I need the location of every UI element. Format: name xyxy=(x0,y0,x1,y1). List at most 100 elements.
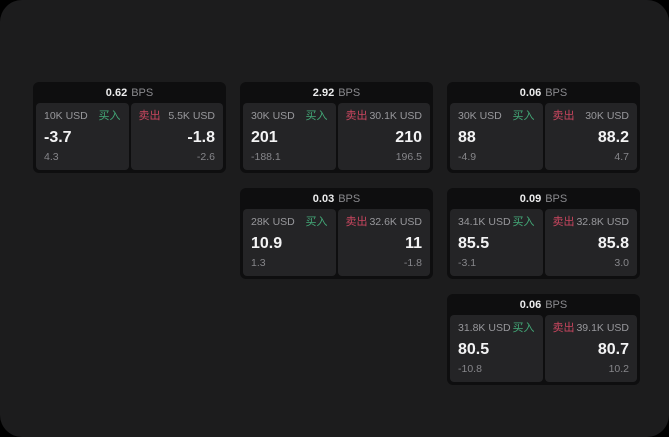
buy-side-tag: 买入 xyxy=(512,216,535,228)
buy-side-tag: 买入 xyxy=(305,110,328,122)
quote-panels: 10K USD 买入 -3.7 4.3 卖出 5.5K USD -1.8 -2.… xyxy=(36,103,223,170)
sell-panel-top: 卖出 30.1K USD xyxy=(346,110,423,123)
buy-side-tag: 买入 xyxy=(512,322,535,334)
buy-notional-label: 28K USD xyxy=(251,216,295,228)
sell-panel-top: 卖出 39.1K USD xyxy=(553,322,630,335)
bps-unit-label: BPS xyxy=(338,192,361,205)
buy-panel-top: 30K USD 买入 xyxy=(251,110,328,123)
buy-quote-panel[interactable]: 10K USD 买入 -3.7 4.3 xyxy=(36,103,129,170)
bps-header: 0.03 BPS xyxy=(240,188,433,209)
sell-quote-panel[interactable]: 卖出 39.1K USD 80.7 10.2 xyxy=(544,315,637,382)
quote-card: 0.06 BPS 31.8K USD 买入 80.5 -10.8 卖出 39.1… xyxy=(447,294,640,385)
bps-unit-label: BPS xyxy=(545,86,568,99)
bps-value: 0.09 xyxy=(519,192,542,205)
sell-delta-value: 4.7 xyxy=(614,151,629,163)
sell-panel-top: 卖出 32.8K USD xyxy=(553,216,630,229)
sell-price-value: 80.7 xyxy=(597,341,629,358)
sell-side-tag: 卖出 xyxy=(345,110,368,122)
bps-value: 0.06 xyxy=(519,86,542,99)
buy-notional-label: 30K USD xyxy=(251,110,295,122)
sell-price-value: 11 xyxy=(405,235,422,252)
quote-card: 0.03 BPS 28K USD 买入 10.9 1.3 卖出 32.6K US… xyxy=(240,188,433,279)
sell-delta-value: -1.8 xyxy=(403,257,422,269)
bps-value: 2.92 xyxy=(312,86,335,99)
sell-delta-value: 196.5 xyxy=(395,151,422,163)
quote-panels: 34.1K USD 买入 85.5 -3.1 卖出 32.8K USD 85.8… xyxy=(450,209,637,276)
buy-delta-value: -10.8 xyxy=(458,363,482,375)
sell-price-value: 210 xyxy=(395,129,422,146)
buy-panel-top: 30K USD 买入 xyxy=(458,110,535,123)
buy-quote-panel[interactable]: 34.1K USD 买入 85.5 -3.1 xyxy=(450,209,543,276)
sell-notional-label: 32.6K USD xyxy=(369,216,422,228)
buy-quote-panel[interactable]: 28K USD 买入 10.9 1.3 xyxy=(243,209,336,276)
quote-card: 0.62 BPS 10K USD 买入 -3.7 4.3 卖出 5.5K USD… xyxy=(33,82,226,173)
sell-panel-top: 卖出 30K USD xyxy=(553,110,630,123)
sell-quote-panel[interactable]: 卖出 32.8K USD 85.8 3.0 xyxy=(544,209,637,276)
buy-notional-label: 30K USD xyxy=(458,110,502,122)
sell-delta-value: -2.6 xyxy=(196,151,215,163)
sell-side-tag: 卖出 xyxy=(138,110,161,122)
sell-side-tag: 卖出 xyxy=(345,216,368,228)
bps-unit-label: BPS xyxy=(338,86,361,99)
sell-quote-panel[interactable]: 卖出 30.1K USD 210 196.5 xyxy=(337,103,430,170)
buy-notional-label: 10K USD xyxy=(44,110,88,122)
bps-unit-label: BPS xyxy=(545,192,568,205)
bps-value: 0.03 xyxy=(312,192,335,205)
bps-header: 2.92 BPS xyxy=(240,82,433,103)
buy-price-value: 85.5 xyxy=(458,235,490,252)
sell-delta-value: 3.0 xyxy=(614,257,629,269)
sell-notional-label: 5.5K USD xyxy=(168,110,215,122)
sell-panel-top: 卖出 32.6K USD xyxy=(346,216,423,229)
sell-side-tag: 卖出 xyxy=(552,322,575,334)
buy-panel-top: 28K USD 买入 xyxy=(251,216,328,229)
sell-quote-panel[interactable]: 卖出 32.6K USD 11 -1.8 xyxy=(337,209,430,276)
buy-delta-value: 1.3 xyxy=(251,257,266,269)
buy-price-value: 10.9 xyxy=(251,235,283,252)
buy-delta-value: -3.1 xyxy=(458,257,477,269)
buy-price-value: -3.7 xyxy=(44,129,72,146)
bps-header: 0.06 BPS xyxy=(447,82,640,103)
sell-side-tag: 卖出 xyxy=(552,216,575,228)
quote-card: 2.92 BPS 30K USD 买入 201 -188.1 卖出 30.1K … xyxy=(240,82,433,173)
buy-price-value: 80.5 xyxy=(458,341,490,358)
buy-side-tag: 买入 xyxy=(305,216,328,228)
bps-value: 0.62 xyxy=(105,86,128,99)
buy-delta-value: -188.1 xyxy=(251,151,281,163)
bps-header: 0.06 BPS xyxy=(447,294,640,315)
sell-quote-panel[interactable]: 卖出 30K USD 88.2 4.7 xyxy=(544,103,637,170)
buy-quote-panel[interactable]: 31.8K USD 买入 80.5 -10.8 xyxy=(450,315,543,382)
buy-panel-top: 31.8K USD 买入 xyxy=(458,322,535,335)
buy-delta-value: 4.3 xyxy=(44,151,59,163)
bps-header: 0.09 BPS xyxy=(447,188,640,209)
bps-unit-label: BPS xyxy=(545,298,568,311)
buy-quote-panel[interactable]: 30K USD 买入 88 -4.9 xyxy=(450,103,543,170)
quote-panels: 30K USD 买入 201 -188.1 卖出 30.1K USD 210 1… xyxy=(243,103,430,170)
sell-panel-top: 卖出 5.5K USD xyxy=(139,110,216,123)
buy-delta-value: -4.9 xyxy=(458,151,477,163)
buy-side-tag: 买入 xyxy=(98,110,121,122)
buy-panel-top: 34.1K USD 买入 xyxy=(458,216,535,229)
sell-notional-label: 32.8K USD xyxy=(576,216,629,228)
buy-price-value: 201 xyxy=(251,129,278,146)
sell-notional-label: 30.1K USD xyxy=(369,110,422,122)
sell-price-value: -1.8 xyxy=(187,129,215,146)
sell-delta-value: 10.2 xyxy=(608,363,629,375)
buy-notional-label: 31.8K USD xyxy=(458,322,511,334)
quote-panels: 31.8K USD 买入 80.5 -10.8 卖出 39.1K USD 80.… xyxy=(450,315,637,382)
cards-grid: 0.62 BPS 10K USD 买入 -3.7 4.3 卖出 5.5K USD… xyxy=(33,82,640,385)
buy-quote-panel[interactable]: 30K USD 买入 201 -188.1 xyxy=(243,103,336,170)
buy-notional-label: 34.1K USD xyxy=(458,216,511,228)
buy-panel-top: 10K USD 买入 xyxy=(44,110,121,123)
sell-notional-label: 39.1K USD xyxy=(576,322,629,334)
bps-header: 0.62 BPS xyxy=(33,82,226,103)
buy-side-tag: 买入 xyxy=(512,110,535,122)
sell-quote-panel[interactable]: 卖出 5.5K USD -1.8 -2.6 xyxy=(130,103,223,170)
quote-card: 0.09 BPS 34.1K USD 买入 85.5 -3.1 卖出 32.8K… xyxy=(447,188,640,279)
bps-value: 0.06 xyxy=(519,298,542,311)
bps-unit-label: BPS xyxy=(131,86,154,99)
sell-notional-label: 30K USD xyxy=(585,110,629,122)
quote-panels: 28K USD 买入 10.9 1.3 卖出 32.6K USD 11 -1.8 xyxy=(243,209,430,276)
quote-panels: 30K USD 买入 88 -4.9 卖出 30K USD 88.2 4.7 xyxy=(450,103,637,170)
buy-price-value: 88 xyxy=(458,129,476,146)
